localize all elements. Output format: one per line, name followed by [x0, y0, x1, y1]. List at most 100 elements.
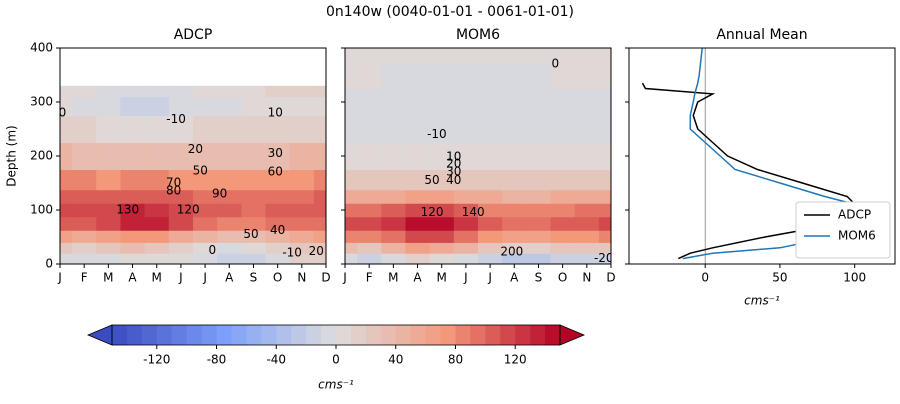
heat-cell [429, 115, 455, 143]
heat-cell [241, 96, 267, 116]
heat-cell [345, 169, 358, 191]
heat-cell [241, 169, 267, 191]
x-tick-label: A [128, 271, 137, 285]
heat-cell [72, 216, 97, 231]
figure-title: 0n140w (0040-01-01 - 0061-01-01) [326, 4, 574, 20]
heat-cell [120, 253, 146, 264]
heat-cell [144, 169, 170, 191]
contour-label: 80 [166, 184, 181, 198]
x-tick-label: N [297, 271, 306, 285]
heat-cell [168, 242, 194, 254]
heat-cell [550, 253, 576, 264]
heat-cell [144, 216, 170, 231]
panel-title: ADCP [174, 27, 213, 43]
heat-cell [526, 216, 552, 231]
heat-cell [526, 230, 552, 243]
colorbar-level [186, 325, 203, 345]
heat-cell [120, 85, 146, 98]
heat-cell [502, 142, 527, 170]
heat-cell [265, 115, 291, 143]
heat-cell [526, 115, 552, 143]
heat-cell [453, 115, 479, 143]
heat-cell [217, 85, 242, 98]
contour-label: 0 [59, 105, 67, 119]
colorbar-level [231, 325, 247, 345]
heat-cell [60, 230, 73, 243]
heat-cell [193, 253, 218, 264]
heat-cell [550, 169, 576, 191]
heat-cell [193, 216, 218, 231]
heat-cell [381, 242, 406, 254]
heat-cell [313, 169, 326, 191]
heat-cell [478, 48, 503, 64]
contour-label: 10 [268, 105, 283, 119]
heat-cell [574, 88, 600, 116]
contour-label: 130 [116, 203, 139, 217]
heat-cell [526, 88, 552, 116]
heat-cell [526, 48, 552, 64]
x-tick-label: 0 [701, 271, 709, 285]
series-line [641, 82, 862, 260]
x-tick-label: J [342, 271, 347, 285]
heat-cell [144, 203, 170, 218]
heat-cell [289, 115, 315, 143]
heat-cell [357, 242, 382, 254]
heat-cell [345, 88, 358, 116]
heat-cell [453, 242, 479, 254]
heat-cell [381, 48, 406, 64]
heat-cell [478, 88, 503, 116]
heat-cell [526, 253, 552, 264]
contour-label: 200 [500, 245, 523, 259]
heat-cell [550, 48, 576, 64]
heat-cell [313, 85, 326, 98]
heat-cell [574, 115, 600, 143]
heat-cell [289, 230, 315, 243]
heat-cell [265, 189, 291, 204]
colorbar-level [350, 325, 367, 345]
heat-cell [313, 253, 326, 264]
heat-cell [241, 85, 267, 98]
heat-cell [345, 203, 358, 218]
heat-cell [453, 253, 479, 264]
x-tick-label: O [558, 271, 567, 285]
heat-cell [217, 203, 242, 218]
heat-cell [574, 169, 600, 191]
heat-cell [550, 189, 576, 204]
heat-cell [168, 230, 194, 243]
heat-cell [381, 216, 406, 231]
heat-cell [357, 230, 382, 243]
colorbar-tick-label: 40 [388, 353, 403, 367]
heat-cell [313, 115, 326, 143]
heat-cell [144, 142, 170, 170]
heat-cell [193, 169, 218, 191]
heat-cell [429, 253, 455, 264]
heat-cell [598, 142, 611, 170]
colorbar-level [141, 325, 158, 345]
colorbar-level [321, 325, 337, 345]
heat-cell [574, 242, 600, 254]
heat-cell [453, 48, 479, 64]
x-tick-label: A [225, 271, 234, 285]
heat-cell [217, 96, 242, 116]
colorbar-level [291, 325, 307, 345]
heat-cell [96, 216, 121, 231]
x-tick-label: J [202, 271, 207, 285]
heat-cell [72, 142, 97, 170]
contour-label: 20 [309, 244, 324, 258]
heat-cell [598, 88, 611, 116]
heat-cell [265, 203, 291, 218]
heat-cell [478, 253, 503, 264]
x-tick-label: J [57, 271, 62, 285]
contour-label: -10 [282, 246, 302, 260]
heat-cell [96, 169, 121, 191]
heat-cell [60, 96, 73, 116]
heat-cell [144, 85, 170, 98]
heat-cell [265, 142, 291, 170]
heat-cell [72, 189, 97, 204]
heat-cell [574, 230, 600, 243]
colorbar-extend-high [559, 324, 586, 346]
heat-cell [502, 203, 527, 218]
heat-cell [96, 230, 121, 243]
heat-cell [405, 142, 431, 170]
heat-cell [289, 96, 315, 116]
